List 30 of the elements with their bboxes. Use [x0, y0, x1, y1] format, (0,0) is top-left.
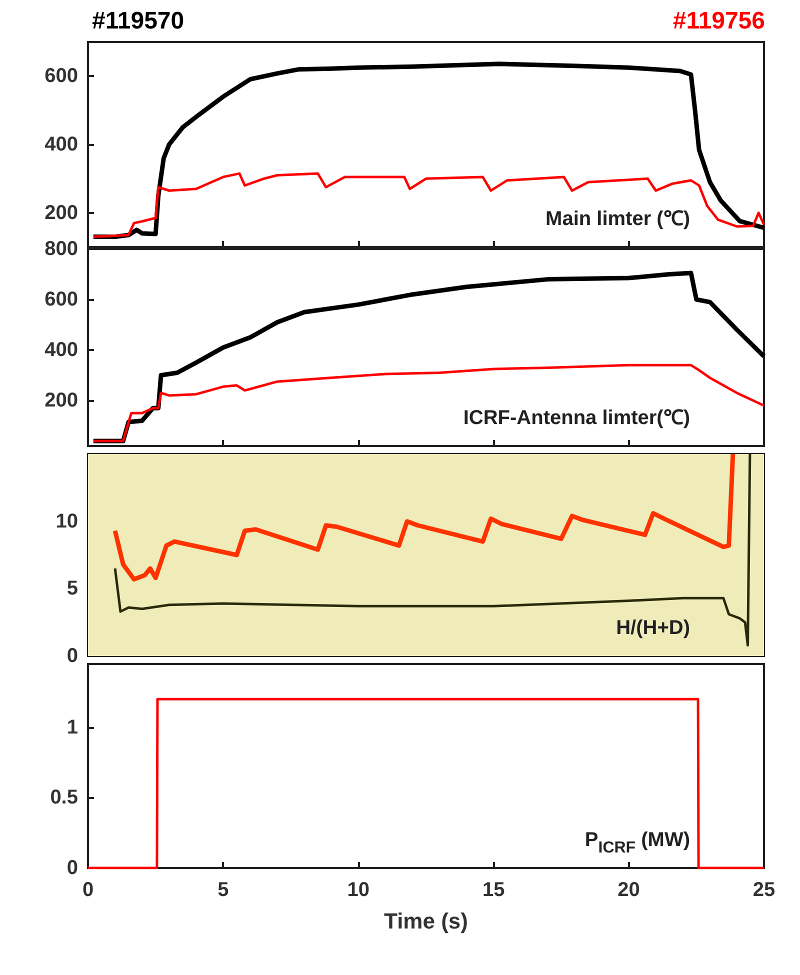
x-axis-title: Time (s)	[384, 908, 468, 934]
y-tick-label: 10	[56, 510, 78, 532]
y-tick-label: 400	[44, 134, 78, 156]
line-series	[92, 364, 766, 442]
y-tick-label: 0	[66, 645, 78, 667]
line-series	[112, 452, 736, 582]
x-tick-label: 25	[752, 879, 776, 901]
annotation: H/(H+D)	[616, 617, 690, 639]
y-tick-label: 200	[44, 202, 78, 224]
annotation: ICRF-Antenna limter(℃)	[463, 407, 690, 429]
x-tick-label: 0	[82, 879, 94, 901]
x-tick-label: 10	[347, 879, 370, 901]
annotation: Main limter (℃)	[546, 208, 690, 230]
line-series	[91, 62, 766, 239]
x-tick-label: 20	[618, 879, 640, 901]
y-tick-label: 5	[66, 578, 78, 600]
line-series	[92, 172, 766, 238]
x-tick-label: 5	[218, 879, 229, 901]
line-series	[91, 270, 766, 444]
x-tick-label: 15	[482, 879, 505, 901]
y-tick-label: 0.5	[50, 786, 78, 809]
y-tick-label: 200	[44, 390, 78, 412]
y-tick-label: 400	[44, 339, 78, 362]
y-tick-label: 600	[44, 288, 78, 311]
y-tick-label: 600	[44, 65, 78, 88]
y-tick-label: 0	[66, 857, 78, 879]
text: #119570	[92, 8, 184, 34]
text: #119756	[672, 8, 765, 34]
y-tick-label: 800	[44, 238, 78, 260]
y-tick-label: 1	[66, 716, 78, 738]
